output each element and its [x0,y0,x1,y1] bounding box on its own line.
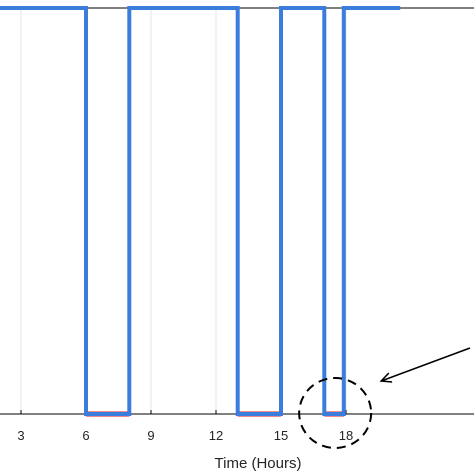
x-axis-label: Time (Hours) [215,455,302,472]
x-tick-label-6: 6 [82,428,89,443]
x-tick-label-18: 18 [339,428,353,443]
arrow-head [379,372,393,383]
x-tick-label-12: 12 [209,428,223,443]
x-tick-label-15: 15 [274,428,288,443]
dashed-circle-annotation [298,377,373,449]
arrow-annotation [380,347,471,382]
series-group [0,6,401,416]
annotations [298,347,471,449]
series-line-1 [0,6,401,416]
x-axis-ticks: 3 6 9 12 15 18 [17,410,353,443]
x-tick-label-9: 9 [147,428,154,443]
x-tick-label-3: 3 [17,428,24,443]
grid-lines [20,8,347,414]
